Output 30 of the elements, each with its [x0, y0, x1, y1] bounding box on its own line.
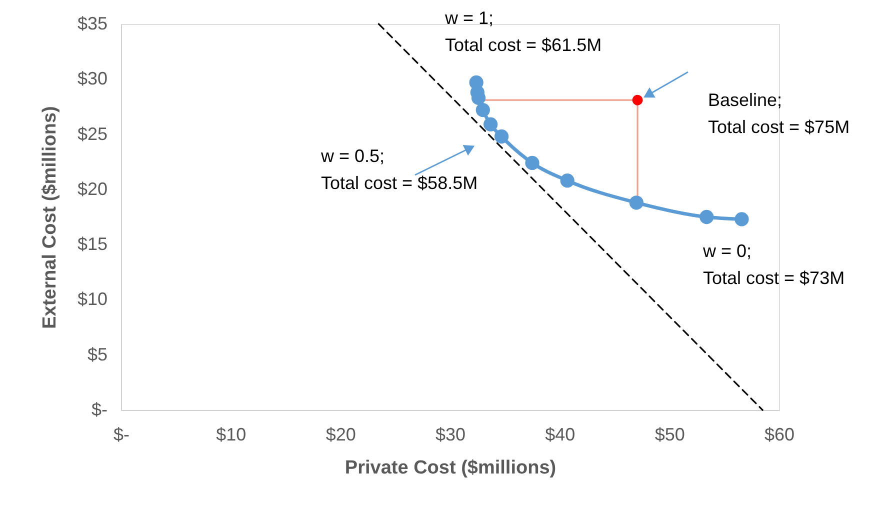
y-tick-label: $35 [77, 14, 108, 34]
point [484, 117, 498, 132]
point [525, 156, 540, 170]
point [734, 212, 749, 226]
annotation: w = 0; Total cost = $73M [702, 241, 845, 288]
y-axis-title: External Cost ($millions) [39, 106, 60, 329]
point [632, 94, 643, 106]
point [560, 174, 574, 188]
y-tick-label: $10 [77, 289, 108, 310]
point [629, 196, 644, 210]
annotation: w = 0.5; Total cost = $58.5M [320, 146, 478, 193]
point [476, 102, 490, 118]
x-tick-label: $- [113, 424, 130, 444]
point [494, 129, 509, 144]
x-tick-label: $40 [545, 424, 576, 444]
y-tick-label: $15 [77, 234, 108, 254]
y-tick-label: $30 [77, 68, 108, 89]
y-tick-label: $5 [87, 344, 108, 364]
x-tick-label: $30 [435, 424, 466, 444]
x-axis-title: Private Cost ($millions) [344, 458, 556, 478]
x-tick-label: $20 [326, 424, 356, 444]
y-tick-label: $25 [77, 124, 108, 144]
y-tick-label: $20 [77, 178, 108, 199]
annotation: w = 1; Total cost = $61.5M [444, 8, 602, 55]
x-tick-label: $60 [764, 424, 795, 444]
x-tick-label: $10 [216, 424, 246, 444]
x-tick-label: $50 [654, 424, 685, 444]
point [700, 210, 714, 224]
y-tick-label: $- [91, 400, 108, 420]
annotation: Baseline; Total cost = $75M [708, 90, 850, 137]
